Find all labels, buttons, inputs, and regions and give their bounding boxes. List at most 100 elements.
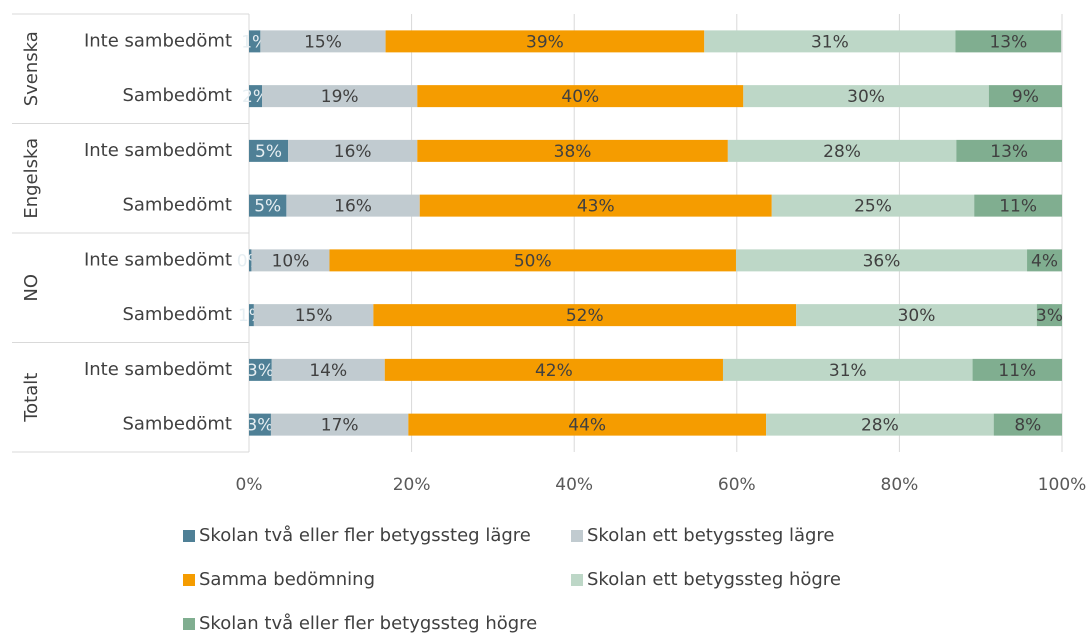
category-label: Sambedömt xyxy=(122,414,232,435)
x-tick-label: 20% xyxy=(393,475,431,495)
bar-segment xyxy=(955,30,1062,53)
bar-segment xyxy=(260,30,386,53)
legend-label: Skolan ett betygssteg lägre xyxy=(587,525,835,546)
data-label: 8% xyxy=(1014,416,1041,436)
bar-segment xyxy=(1036,304,1062,327)
category-label: Inte sambedömt xyxy=(84,249,232,270)
data-label: 10% xyxy=(272,251,310,271)
data-label: 13% xyxy=(990,142,1028,162)
bar-segment xyxy=(722,358,973,381)
category-label: Inte sambedömt xyxy=(84,359,232,380)
bar-segment xyxy=(384,358,723,381)
data-label: 15% xyxy=(304,32,342,52)
data-label: 28% xyxy=(823,142,861,162)
data-label: 39% xyxy=(526,32,564,52)
bar-segment xyxy=(253,304,374,327)
bar-segment xyxy=(974,194,1062,217)
bar-segment xyxy=(993,413,1062,436)
x-tick-label: 80% xyxy=(881,475,919,495)
data-label: 16% xyxy=(334,142,372,162)
bar-segment xyxy=(249,249,252,272)
data-label: 44% xyxy=(568,416,606,436)
legend-swatch xyxy=(183,574,195,586)
bar-segment xyxy=(249,139,289,162)
data-label: 25% xyxy=(854,197,892,217)
data-label: 5% xyxy=(255,142,282,162)
category-label: Sambedömt xyxy=(122,304,232,325)
legend-label: Skolan två eller fler betygssteg högre xyxy=(199,613,537,634)
data-label: 19% xyxy=(321,87,359,107)
bar-segment xyxy=(271,358,385,381)
legend-swatch xyxy=(571,574,583,586)
x-tick-label: 60% xyxy=(718,475,756,495)
x-tick-label: 100% xyxy=(1038,475,1087,495)
data-label: 31% xyxy=(811,32,849,52)
bar-segment xyxy=(704,30,956,53)
bar-segment xyxy=(249,413,271,436)
bar-segment xyxy=(417,139,728,162)
legend-swatch xyxy=(183,530,195,542)
data-label: 17% xyxy=(321,416,359,436)
bar-segment xyxy=(419,194,772,217)
bar-segment xyxy=(385,30,705,53)
bar-segment xyxy=(408,413,767,436)
data-label: 3% xyxy=(1036,306,1063,326)
bar-segment xyxy=(249,30,261,53)
data-label: 11% xyxy=(998,361,1036,381)
category-label: Sambedömt xyxy=(122,85,232,106)
data-label: 42% xyxy=(535,361,573,381)
bar-segment xyxy=(956,139,1062,162)
bar-segment xyxy=(249,194,287,217)
bar-segment xyxy=(735,249,1028,272)
x-tick-label: 0% xyxy=(236,475,263,495)
data-label: 28% xyxy=(861,416,899,436)
data-label: 31% xyxy=(829,361,867,381)
bar-segment xyxy=(743,85,989,108)
bar-segment xyxy=(727,139,957,162)
bar-segment xyxy=(329,249,736,272)
data-label: 15% xyxy=(295,306,333,326)
data-label: 52% xyxy=(566,306,604,326)
data-label: 43% xyxy=(577,197,615,217)
data-label: 40% xyxy=(561,87,599,107)
data-label: 3% xyxy=(246,416,273,436)
category-label: Inte sambedömt xyxy=(84,30,232,51)
data-label: 13% xyxy=(989,32,1027,52)
data-label: 38% xyxy=(554,142,592,162)
bar-segment xyxy=(262,85,418,108)
bar-segment xyxy=(249,358,272,381)
bar-segment xyxy=(1027,249,1062,272)
legend-swatch xyxy=(571,530,583,542)
bar-segment xyxy=(766,413,994,436)
bar-segment xyxy=(771,194,975,217)
bar-segment xyxy=(373,304,797,327)
legend-label: Skolan två eller fler betygssteg lägre xyxy=(199,525,531,546)
group-label: Svenska xyxy=(21,31,42,106)
bar-segment xyxy=(972,358,1062,381)
data-label: 4% xyxy=(1031,251,1058,271)
data-label: 50% xyxy=(514,251,552,271)
bar-segment xyxy=(286,194,420,217)
bar-segment xyxy=(288,139,418,162)
bar-segment xyxy=(270,413,409,436)
legend-label: Skolan ett betygssteg högre xyxy=(587,569,841,590)
data-label: 11% xyxy=(999,197,1037,217)
bar-segment xyxy=(251,249,330,272)
data-label: 30% xyxy=(847,87,885,107)
data-label: 14% xyxy=(309,361,347,381)
x-tick-label: 40% xyxy=(555,475,593,495)
bar-segment xyxy=(796,304,1037,327)
bar-segment xyxy=(249,304,254,327)
data-label: 9% xyxy=(1012,87,1039,107)
group-label: Engelska xyxy=(21,138,42,219)
data-label: 3% xyxy=(247,361,274,381)
data-label: 5% xyxy=(254,197,281,217)
group-label: NO xyxy=(21,274,42,302)
bar-segment xyxy=(417,85,744,108)
legend-swatch xyxy=(183,618,195,630)
category-label: Inte sambedömt xyxy=(84,140,232,161)
category-label: Sambedömt xyxy=(122,195,232,216)
group-label: Totalt xyxy=(21,373,42,423)
data-label: 36% xyxy=(863,251,901,271)
